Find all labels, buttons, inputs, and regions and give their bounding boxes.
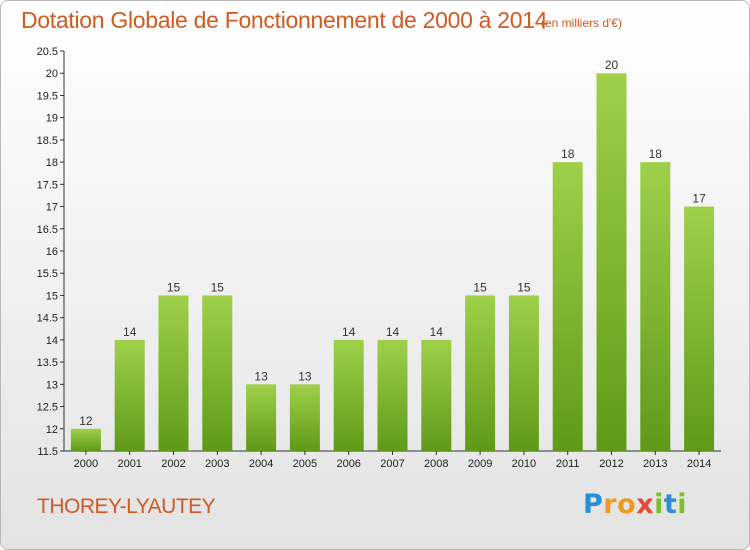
proxiti-logo[interactable]: Proxiti xyxy=(583,489,687,520)
x-tick-label: 2013 xyxy=(643,458,667,470)
logo-letter: x xyxy=(636,489,655,520)
y-tick-label: 19 xyxy=(46,113,58,125)
data-label: 15 xyxy=(211,280,225,294)
data-label: 14 xyxy=(123,325,137,339)
x-tick-label: 2011 xyxy=(556,458,580,470)
data-label: 12 xyxy=(79,414,93,428)
x-tick-label: 2014 xyxy=(687,458,711,470)
y-tick-label: 14.5 xyxy=(37,313,58,325)
data-label: 13 xyxy=(298,369,312,383)
bar[interactable] xyxy=(333,339,364,451)
data-label: 18 xyxy=(561,147,575,161)
bar[interactable] xyxy=(421,339,452,451)
commune-name: THOREY-LYAUTEY xyxy=(37,495,216,518)
data-label: 13 xyxy=(254,369,268,383)
chart-title: Dotation Globale de Fonctionnement de 20… xyxy=(21,7,548,33)
data-label: 18 xyxy=(649,147,663,161)
x-tick-label: 2000 xyxy=(74,458,98,470)
bar[interactable] xyxy=(289,384,320,451)
logo-letter: i xyxy=(677,489,688,520)
data-label: 15 xyxy=(473,280,487,294)
x-tick-label: 2005 xyxy=(293,458,317,470)
x-tick-label: 2002 xyxy=(161,458,185,470)
data-label: 17 xyxy=(692,192,706,206)
y-tick-label: 20.5 xyxy=(37,46,58,58)
x-tick-label: 2001 xyxy=(117,458,141,470)
bar[interactable] xyxy=(70,428,101,451)
bar[interactable] xyxy=(465,295,496,451)
y-tick-label: 17.5 xyxy=(37,179,58,191)
y-tick-label: 12 xyxy=(46,424,58,436)
x-tick-label: 2010 xyxy=(512,458,536,470)
y-tick-label: 12.5 xyxy=(37,402,58,414)
bar[interactable] xyxy=(202,295,233,451)
y-tick-label: 19.5 xyxy=(37,90,58,102)
x-tick-label: 2003 xyxy=(205,458,229,470)
chart-subtitle: (en milliers d'€) xyxy=(541,16,622,30)
bar[interactable] xyxy=(596,73,627,451)
bar[interactable] xyxy=(684,206,715,451)
bar[interactable] xyxy=(377,339,408,451)
data-label: 14 xyxy=(430,325,444,339)
bar[interactable] xyxy=(640,162,671,451)
y-tick-label: 15.5 xyxy=(37,268,58,280)
bar[interactable] xyxy=(246,384,277,451)
x-tick-label: 2008 xyxy=(424,458,448,470)
y-tick-label: 16.5 xyxy=(37,224,58,236)
y-tick-label: 11.5 xyxy=(37,446,58,458)
logo-letter: o xyxy=(617,489,637,520)
y-tick-label: 18.5 xyxy=(37,135,58,147)
chart-bars: 12 14 15 15 13 13 14 14 14 15 15 18 20 18 17 xyxy=(70,58,715,451)
x-tick-label: 2009 xyxy=(468,458,492,470)
chart-axes: 11.5 12 12.5 13 13.5 14 14.5 15 15.5 16 16.5 17 17.5… xyxy=(37,46,721,470)
x-tick-label: 2006 xyxy=(336,458,360,470)
bar[interactable] xyxy=(114,339,145,451)
data-label: 20 xyxy=(605,58,619,72)
y-tick-label: 15 xyxy=(46,290,58,302)
x-tick-label: 2012 xyxy=(599,458,623,470)
logo-letter: i xyxy=(654,489,664,520)
y-tick-label: 16 xyxy=(46,246,58,258)
logo-letter: t xyxy=(663,489,678,520)
y-tick-label: 13.5 xyxy=(37,357,58,369)
data-label: 15 xyxy=(517,280,531,294)
x-tick-label: 2004 xyxy=(249,458,273,470)
logo-letter: r xyxy=(603,489,618,520)
data-label: 15 xyxy=(167,280,181,294)
data-label: 14 xyxy=(386,325,400,339)
bar[interactable] xyxy=(552,162,583,451)
y-tick-label: 20 xyxy=(46,68,58,80)
y-tick-label: 14 xyxy=(46,335,58,347)
logo-letter: P xyxy=(583,489,604,520)
bar[interactable] xyxy=(158,295,189,451)
y-tick-label: 18 xyxy=(46,157,58,169)
x-tick-label: 2007 xyxy=(380,458,404,470)
y-tick-label: 17 xyxy=(46,202,58,214)
bar[interactable] xyxy=(508,295,539,451)
data-label: 14 xyxy=(342,325,356,339)
y-tick-label: 13 xyxy=(46,379,58,391)
